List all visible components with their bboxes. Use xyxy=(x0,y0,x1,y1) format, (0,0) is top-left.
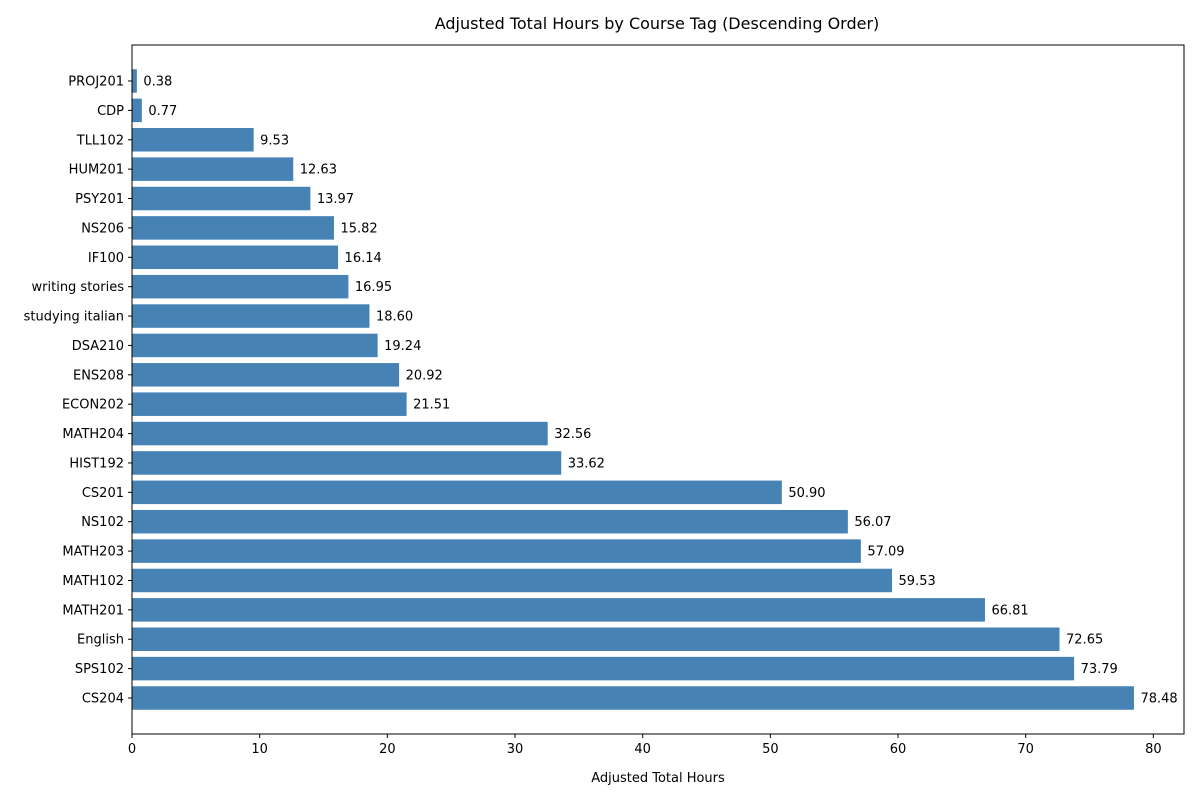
y-tick-label-8: studying italian xyxy=(24,310,124,325)
bar-9 xyxy=(132,333,378,358)
bar-3 xyxy=(132,157,294,181)
y-tick-label-5: NS206 xyxy=(81,221,124,236)
y-tick-label-16: MATH203 xyxy=(62,545,124,560)
y-tick-label-3: HUM201 xyxy=(69,163,124,178)
x-tick-label-2: 20 xyxy=(379,742,396,757)
data-label-18: 66.81 xyxy=(991,603,1028,618)
y-tick-label-12: MATH204 xyxy=(62,427,124,442)
y-tick-label-17: MATH102 xyxy=(62,574,124,589)
bar-4 xyxy=(132,186,311,211)
data-label-16: 57.09 xyxy=(867,545,904,560)
x-tick-label-4: 40 xyxy=(634,742,651,757)
bar-14 xyxy=(132,480,782,505)
y-tick-label-13: HIST192 xyxy=(69,456,124,471)
bars-group xyxy=(132,69,1134,710)
x-tick-label-5: 50 xyxy=(762,742,779,757)
y-tick-label-11: ECON202 xyxy=(62,398,124,413)
bar-13 xyxy=(132,451,562,475)
y-tick-label-6: IF100 xyxy=(88,251,124,266)
x-tick-label-8: 80 xyxy=(1145,742,1162,757)
data-label-5: 15.82 xyxy=(340,221,377,236)
data-label-4: 13.97 xyxy=(317,192,354,207)
data-label-15: 56.07 xyxy=(854,515,891,530)
data-label-0: 0.38 xyxy=(143,75,172,90)
chart-title: Adjusted Total Hours by Course Tag (Desc… xyxy=(435,14,880,33)
y-tick-label-15: NS102 xyxy=(81,515,124,530)
data-label-6: 16.14 xyxy=(345,251,382,266)
bar-10 xyxy=(132,363,400,387)
data-label-3: 12.63 xyxy=(300,163,337,178)
y-tick-label-14: CS201 xyxy=(82,486,124,501)
data-label-8: 18.60 xyxy=(376,310,413,325)
data-label-9: 19.24 xyxy=(384,339,421,354)
plot-frame xyxy=(131,44,1185,735)
bar-15 xyxy=(132,509,848,534)
y-tick-label-7: writing stories xyxy=(32,280,125,295)
bar-12 xyxy=(132,421,548,446)
bar-11 xyxy=(132,392,407,416)
y-tick-labels: PROJ201 CDP TLL102 HUM201 PSY201 NS206 IF100 wr… xyxy=(24,75,132,707)
y-tick-label-9: DSA210 xyxy=(72,339,124,354)
x-axis-label: Adjusted Total Hours xyxy=(591,771,725,786)
y-tick-label-4: PSY201 xyxy=(75,192,124,207)
data-label-2: 9.53 xyxy=(260,133,289,148)
x-tick-label-6: 60 xyxy=(890,742,907,757)
y-tick-label-10: ENS208 xyxy=(73,368,124,383)
bar-16 xyxy=(132,539,861,563)
data-labels: 0.38 0.77 9.53 12.63 13.97 15.82 16.14 16.95 18.… xyxy=(143,75,1177,707)
bar-0 xyxy=(132,69,137,93)
bar-1 xyxy=(132,98,142,123)
y-tick-label-2: TLL102 xyxy=(76,133,124,148)
y-tick-label-19: English xyxy=(77,633,124,648)
data-label-1: 0.77 xyxy=(148,104,177,119)
bar-20 xyxy=(132,656,1075,681)
x-tick-label-7: 70 xyxy=(1017,742,1034,757)
bar-5 xyxy=(132,216,334,240)
x-tick-label-3: 30 xyxy=(507,742,524,757)
bar-2 xyxy=(132,128,254,152)
y-tick-label-21: CS204 xyxy=(82,692,124,707)
x-tick-label-1: 10 xyxy=(251,742,268,757)
data-label-14: 50.90 xyxy=(788,486,825,501)
x-axis: 0 10 20 30 40 50 60 70 80 xyxy=(128,734,1162,757)
y-tick-label-18: MATH201 xyxy=(62,603,124,618)
data-label-19: 72.65 xyxy=(1066,633,1103,648)
bar-17 xyxy=(132,568,893,593)
data-label-12: 32.56 xyxy=(554,427,591,442)
data-label-17: 59.53 xyxy=(899,574,936,589)
y-tick-label-20: SPS102 xyxy=(75,662,124,677)
y-tick-label-0: PROJ201 xyxy=(68,75,124,90)
data-label-10: 20.92 xyxy=(406,368,443,383)
data-label-20: 73.79 xyxy=(1081,662,1118,677)
data-label-21: 78.48 xyxy=(1140,692,1177,707)
bar-21 xyxy=(132,686,1134,710)
data-label-11: 21.51 xyxy=(413,398,450,413)
x-tick-label-0: 0 xyxy=(128,742,136,757)
y-tick-label-1: CDP xyxy=(97,104,124,119)
bar-8 xyxy=(132,304,370,328)
bar-7 xyxy=(132,274,349,299)
data-label-13: 33.62 xyxy=(568,456,605,471)
bar-19 xyxy=(132,627,1060,651)
bar-6 xyxy=(132,245,339,270)
data-label-7: 16.95 xyxy=(355,280,392,295)
bar-18 xyxy=(132,598,985,622)
